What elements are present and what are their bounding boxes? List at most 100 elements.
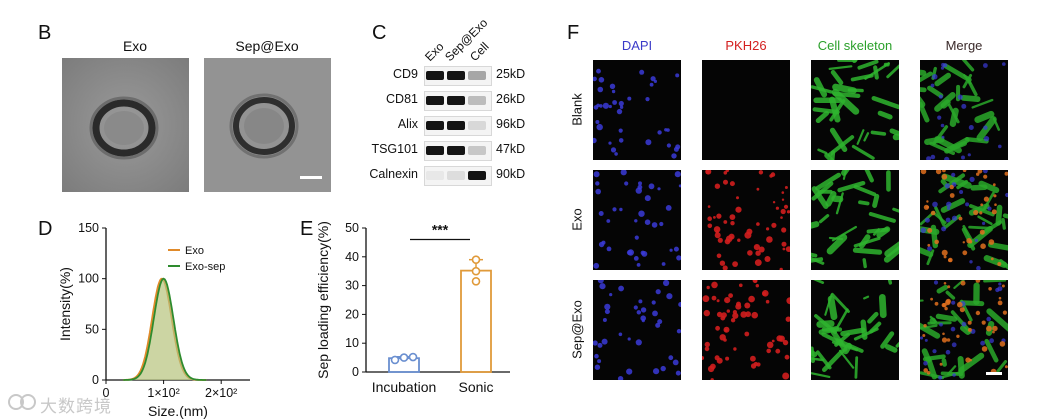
data-point bbox=[471, 276, 481, 286]
data-point bbox=[471, 255, 481, 264]
blot-size-label: 25kD bbox=[496, 67, 526, 81]
x-tick-label: 1×10² bbox=[147, 386, 179, 400]
fluorescence-texture bbox=[702, 280, 790, 380]
y-tick-label: 30 bbox=[345, 279, 359, 293]
loading-efficiency-chart: 0 10 20 30 40 50 Sep loading efficiency(%) Incu… bbox=[315, 221, 510, 395]
fluorescence-image bbox=[702, 170, 790, 270]
watermark-logo-icon bbox=[8, 394, 36, 410]
panel-label-b: B bbox=[38, 22, 52, 44]
fluorescence-image bbox=[593, 170, 681, 270]
fluorescence-image bbox=[920, 170, 1008, 270]
fluorescence-image bbox=[593, 60, 681, 160]
blot-size-label: 90kD bbox=[496, 167, 526, 181]
blot-row-label: Calnexin bbox=[369, 167, 418, 181]
watermark-text: 大数跨境 bbox=[40, 397, 112, 416]
y-axis-label: Intensity(%) bbox=[57, 267, 73, 341]
y-axis-label: Sep loading efficiency(%) bbox=[315, 221, 331, 379]
fluorescence-image bbox=[811, 280, 899, 380]
fluorescence-texture bbox=[811, 170, 899, 270]
blot-band bbox=[468, 96, 486, 105]
fluorescence-texture bbox=[811, 280, 899, 380]
significance-label: *** bbox=[432, 222, 449, 238]
bar-sonic bbox=[460, 269, 492, 373]
fluorescence-texture bbox=[920, 280, 1008, 380]
x-category-label: Incubation bbox=[372, 379, 437, 395]
blot-band bbox=[426, 96, 444, 105]
blot-band bbox=[426, 171, 444, 180]
x-tick-label: 2×10² bbox=[205, 386, 237, 400]
fluorescence-texture bbox=[702, 60, 790, 160]
tem-sepexo-vesicle bbox=[204, 58, 331, 192]
fluorescence-texture bbox=[920, 170, 1008, 270]
y-tick-label: 0 bbox=[352, 365, 359, 379]
channel-header: Merge bbox=[945, 38, 983, 53]
fluorescence-texture bbox=[593, 280, 681, 380]
fluorescence-texture bbox=[593, 60, 681, 160]
blot-band bbox=[447, 146, 465, 155]
blot-band bbox=[468, 146, 486, 155]
scale-bar bbox=[300, 176, 322, 179]
blot-row-label: TSG101 bbox=[371, 142, 418, 156]
size-distribution-chart: 0 50 100 150 0 1×10² 2×10² Size.(nm) Intensity(%… bbox=[57, 221, 250, 419]
legend-label: Exo-sep bbox=[185, 261, 225, 273]
x-axis-label: Size.(nm) bbox=[148, 403, 208, 419]
fluorescence-image bbox=[702, 280, 790, 380]
blot-band bbox=[426, 146, 444, 155]
data-point bbox=[390, 355, 400, 365]
condition-row-label: Sep@Exo bbox=[569, 300, 585, 359]
blot-band bbox=[426, 71, 444, 80]
fluorescence-image bbox=[920, 280, 1008, 380]
x-tick-label: 0 bbox=[103, 386, 110, 400]
y-tick-label: 50 bbox=[345, 221, 359, 235]
data-point bbox=[471, 266, 481, 276]
blot-band bbox=[447, 121, 465, 130]
fluorescence-image bbox=[920, 60, 1008, 160]
blot-band bbox=[447, 71, 465, 80]
blot-band bbox=[447, 171, 465, 180]
y-tick-label: 40 bbox=[345, 250, 359, 264]
panel-label-c: C bbox=[372, 22, 387, 44]
y-tick-label: 20 bbox=[345, 307, 359, 321]
blot-size-label: 26kD bbox=[496, 92, 526, 106]
blot-row-label: CD9 bbox=[392, 67, 418, 81]
fluorescence-texture bbox=[593, 170, 681, 270]
condition-row-label: Blank bbox=[569, 93, 585, 126]
blot-band bbox=[426, 121, 444, 130]
fluorescence-texture bbox=[702, 170, 790, 270]
condition-row-label: Exo bbox=[569, 208, 585, 231]
blot-band bbox=[447, 96, 465, 105]
tem-title-sepexo: Sep@Exo bbox=[235, 38, 299, 54]
fluorescence-texture bbox=[920, 60, 1008, 160]
tem-exo-vesicle bbox=[62, 58, 189, 192]
channel-header: DAPI bbox=[621, 38, 653, 53]
channel-header: Cell skeleton bbox=[817, 38, 893, 53]
fluorescence-image bbox=[702, 60, 790, 160]
blot-band bbox=[468, 71, 486, 80]
tem-image-sepexo bbox=[204, 58, 331, 192]
x-category-label: Sonic bbox=[458, 379, 493, 395]
series-fill bbox=[123, 278, 207, 380]
fluorescence-image bbox=[593, 280, 681, 380]
legend-label: Exo bbox=[185, 245, 204, 257]
channel-header: PKH26 bbox=[725, 38, 767, 53]
data-point bbox=[408, 352, 418, 362]
y-tick-label: 0 bbox=[92, 373, 99, 387]
fluorescence-image bbox=[811, 60, 899, 160]
panel-label-e: E bbox=[300, 218, 314, 240]
tem-title-exo: Exo bbox=[122, 38, 148, 54]
scale-bar bbox=[986, 372, 1002, 375]
panel-label-d: D bbox=[38, 218, 53, 240]
blot-row-label: Alix bbox=[397, 117, 418, 131]
blot-band bbox=[468, 121, 486, 130]
y-tick-label: 150 bbox=[78, 221, 99, 235]
series-line-exo-sep bbox=[123, 277, 207, 381]
blot-size-label: 96kD bbox=[496, 117, 526, 131]
y-tick-label: 50 bbox=[85, 322, 99, 336]
y-tick-label: 10 bbox=[345, 336, 359, 350]
data-point bbox=[399, 353, 409, 362]
tem-image-exo bbox=[62, 58, 189, 192]
y-tick-label: 100 bbox=[78, 272, 99, 286]
panel-label-f: F bbox=[567, 22, 580, 44]
blot-row-label: CD81 bbox=[386, 92, 418, 106]
fluorescence-image bbox=[811, 170, 899, 270]
